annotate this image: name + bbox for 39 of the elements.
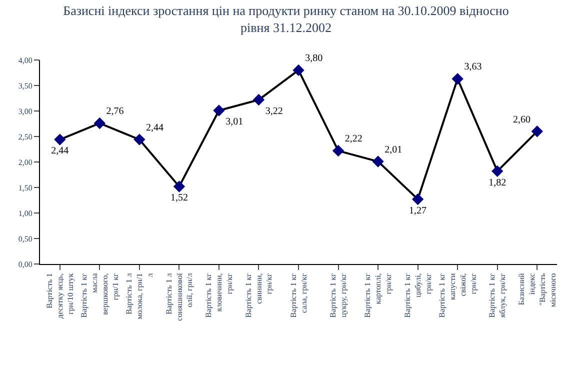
y-tick-label: 1,00	[18, 208, 32, 218]
y-tick-label: 3,50	[18, 81, 32, 90]
point	[173, 180, 186, 192]
text: 3,80	[305, 53, 323, 64]
point	[213, 104, 225, 116]
text: 2,60	[512, 114, 530, 126]
point	[492, 165, 504, 178]
text: 1,82	[488, 177, 506, 188]
y-tick-label: 0,50	[18, 234, 32, 244]
y-tick-label: 0,00	[18, 260, 32, 269]
text: 2,44	[146, 122, 164, 134]
point	[452, 73, 464, 85]
text: 3,01	[226, 116, 244, 128]
x-tick-label: Вартість 1 кг картоплі, грн/кг	[363, 272, 394, 318]
chart-title: Базисні індекси зростання цін на продукти ринку станом на 30.10.2009 відносно рівня 31.12.2002	[63, 2, 509, 35]
point	[252, 94, 265, 106]
text: 3,22	[265, 106, 283, 117]
y-tick-label: 4,00	[18, 56, 32, 65]
point	[134, 134, 146, 146]
text: 3,63	[464, 62, 482, 73]
text: 2,44	[51, 146, 69, 157]
x-tick-label: Вартість 1 л молока, грн/1 л	[124, 273, 154, 320]
text: 2,76	[106, 106, 124, 118]
x-tick-label: Вартість 1 десятку яєць, грн/10 штук	[45, 273, 75, 319]
y-tick-label: 2,50	[18, 132, 32, 142]
point	[54, 134, 66, 146]
point	[412, 193, 424, 206]
y-tick-label: 1,50	[18, 183, 32, 192]
text: 1,52	[170, 192, 188, 204]
point	[372, 156, 384, 168]
text: 2,22	[344, 134, 362, 145]
text: 2,01	[384, 144, 402, 156]
point	[292, 64, 304, 76]
text: 1,27	[409, 205, 427, 216]
point	[332, 144, 344, 157]
point	[94, 117, 106, 130]
y-tick-label: 2,00	[18, 158, 32, 167]
y-tick-label: 3,00	[18, 106, 32, 116]
point	[531, 126, 543, 138]
